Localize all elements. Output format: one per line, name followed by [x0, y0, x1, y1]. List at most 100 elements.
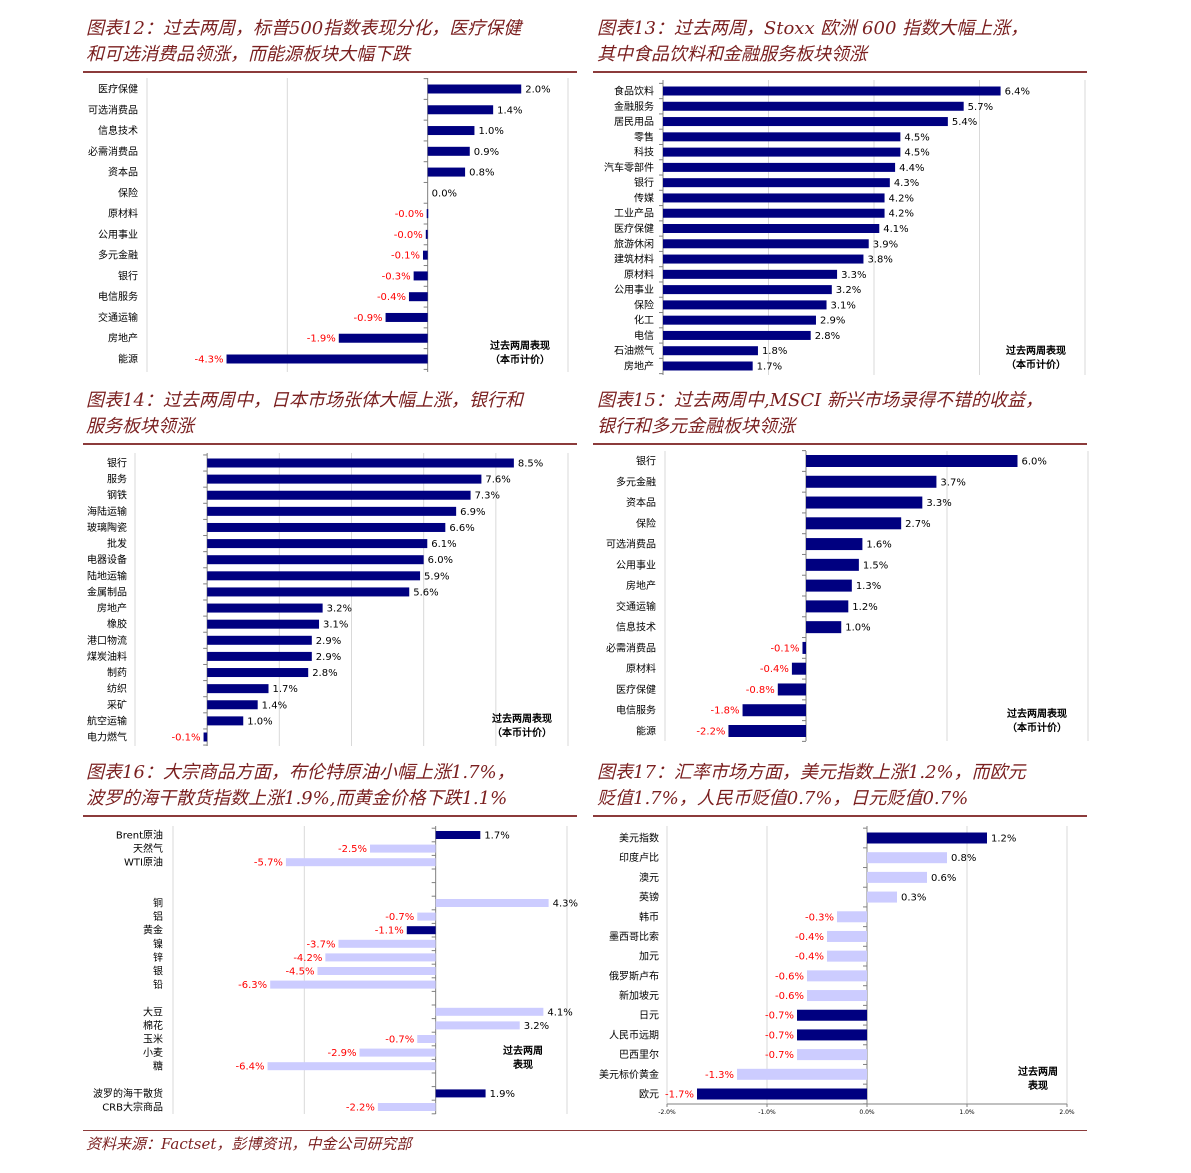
value-label: -0.1%: [391, 251, 420, 262]
category-label: 必需消费品: [606, 641, 656, 654]
value-label: -4.2%: [293, 953, 322, 964]
bar: [867, 832, 987, 844]
bar: [663, 193, 885, 203]
bar: [427, 167, 466, 177]
category-label: 能源: [118, 353, 138, 366]
category-label: 电力燃气: [87, 731, 127, 744]
bar: [663, 254, 864, 264]
value-label: 6.9%: [460, 507, 485, 518]
x-tick-label: 0.0%: [859, 1109, 875, 1116]
category-label: 可选消费品: [88, 103, 138, 116]
chart-title-line: 图表17：汇率市场方面，美元指数上涨1.2%，而欧元: [597, 762, 1026, 783]
bar: [435, 1007, 544, 1016]
category-label: 天然气: [133, 842, 163, 855]
value-label: 3.2%: [327, 604, 352, 615]
source-note: 资料来源：Factset，彭博资讯，中金公司研究部: [86, 1135, 412, 1153]
value-label: 2.9%: [316, 652, 341, 663]
value-label: 6.4%: [1005, 87, 1030, 98]
title-rule: [593, 443, 1087, 445]
category-label: 电信: [634, 329, 654, 342]
category-label: 黄金: [143, 924, 163, 937]
chart-annotation: 过去两周表现: [1006, 344, 1066, 357]
title-rule: [593, 71, 1087, 73]
category-label: WTI原油: [124, 856, 163, 869]
value-label: -0.7%: [765, 1011, 794, 1022]
category-label: 科技: [634, 146, 654, 159]
category-label: 美元指数: [619, 832, 659, 845]
bar: [807, 970, 867, 982]
chart-annotation: 表现: [1027, 1079, 1048, 1092]
bar: [806, 475, 937, 488]
bar: [728, 725, 806, 737]
category-label: 原材料: [626, 662, 656, 675]
value-label: -0.4%: [795, 952, 824, 963]
bar: [663, 178, 890, 188]
value-label: 6.6%: [449, 523, 474, 534]
bar: [663, 346, 758, 356]
category-label: 电信服务: [98, 290, 138, 303]
value-label: 5.7%: [968, 102, 993, 113]
chart-annotation: 表现: [512, 1058, 533, 1071]
bar: [408, 292, 428, 302]
category-label: 资本品: [108, 166, 138, 179]
category-label: 巴西里尔: [619, 1048, 659, 1061]
bar: [207, 619, 320, 629]
bar: [806, 579, 852, 592]
category-label: 居民用品: [614, 116, 654, 128]
bar: [207, 587, 410, 597]
category-label: 俄罗斯卢布: [609, 969, 659, 982]
chart-title-line: 服务板块领涨: [86, 416, 194, 437]
category-label: 新加坡元: [619, 989, 659, 1002]
value-label: 0.0%: [432, 188, 457, 199]
value-label: 1.0%: [845, 623, 870, 634]
value-label: -0.7%: [765, 1050, 794, 1061]
bar: [426, 209, 429, 219]
chart-title: 图表17：汇率市场方面，美元指数上涨1.2%，而欧元 贬值1.7%，人民币贬值0.…: [597, 760, 1026, 812]
value-label: 2.9%: [820, 316, 845, 327]
bar: [797, 1049, 867, 1061]
category-label: 石油燃气: [614, 344, 654, 357]
value-label: -0.0%: [394, 230, 423, 241]
bar: [377, 1103, 436, 1111]
bar: [663, 162, 896, 172]
bar: [435, 899, 549, 907]
bar: [806, 538, 863, 551]
bar: [325, 953, 436, 962]
value-label: 0.3%: [901, 893, 926, 904]
chart-title-line: 图表14：过去两周中，日本市场张体大幅上涨，银行和: [86, 390, 523, 411]
category-label: 韩币: [639, 910, 659, 923]
bar: [435, 1089, 486, 1098]
bar: [317, 967, 436, 975]
category-label: 房地产: [97, 602, 127, 615]
value-label: 1.7%: [273, 684, 298, 695]
bar: [413, 271, 428, 281]
category-label: 多元金融: [98, 249, 138, 262]
category-label: 必需消费品: [88, 145, 138, 158]
bar: [663, 361, 753, 371]
bar: [435, 1021, 520, 1030]
chart-annotation: 过去两周表现: [492, 712, 552, 725]
value-label: 1.4%: [497, 105, 522, 116]
value-label: 2.8%: [312, 668, 337, 679]
value-label: -0.6%: [775, 991, 804, 1002]
category-label: 墨西哥比索: [609, 930, 659, 943]
bar: [806, 517, 902, 530]
bar: [385, 312, 428, 322]
category-label: 食品饮料: [614, 85, 654, 98]
value-label: -0.1%: [770, 643, 799, 654]
chart-title-line: 图表13：过去两周，Stoxx 欧洲 600 指数大幅上涨，: [597, 18, 1029, 39]
bar: [663, 269, 838, 279]
value-label: -1.9%: [307, 334, 336, 345]
category-label: 纺织: [107, 682, 127, 695]
bar: [267, 1062, 436, 1071]
bar: [427, 105, 494, 115]
value-label: -2.9%: [327, 1048, 356, 1059]
bar: [827, 930, 867, 942]
category-label: 公用事业: [98, 228, 138, 241]
value-label: -2.2%: [696, 727, 725, 738]
bar: [207, 684, 269, 694]
category-label: 玻璃陶瓷: [87, 521, 127, 534]
value-label: -0.7%: [765, 1030, 794, 1041]
bar: [427, 146, 470, 156]
category-label: 传媒: [634, 192, 654, 204]
